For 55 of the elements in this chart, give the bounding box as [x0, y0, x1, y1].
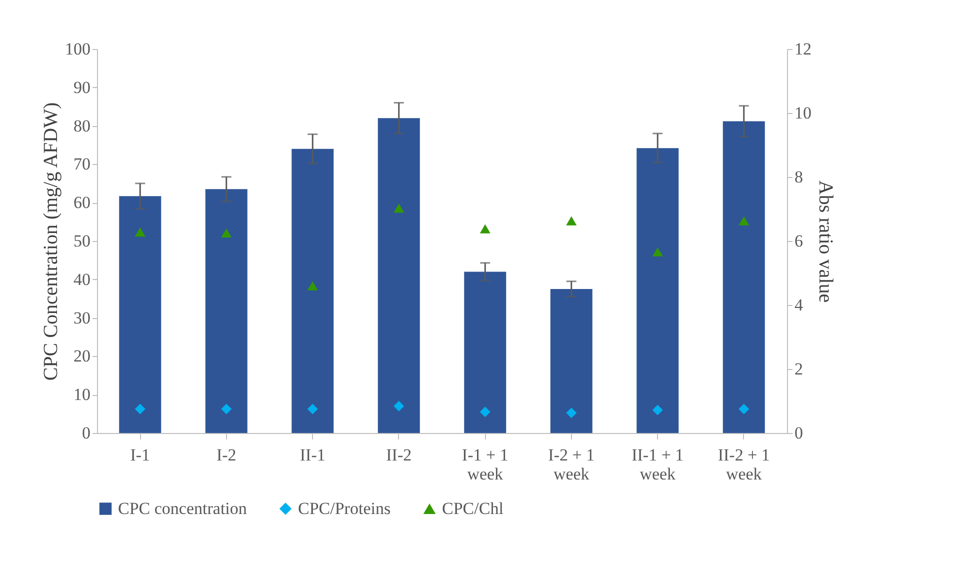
y2-axis-title: Abs ratio value — [814, 180, 836, 303]
y-tick-label: 80 — [74, 116, 90, 136]
x-tick-label: II-1 — [300, 446, 326, 464]
legend-label: CPC/Chl — [442, 498, 504, 518]
y2-tick-label: 0 — [794, 424, 803, 442]
legend-label: CPC concentration — [118, 498, 248, 518]
y-tick-label: 0 — [82, 424, 90, 442]
y-tick-label: 70 — [74, 154, 90, 174]
point — [307, 404, 318, 414]
y2-tick-label: 8 — [794, 168, 803, 186]
y2-tick-label: 2 — [794, 360, 803, 378]
y-tick-label: 100 — [65, 40, 90, 58]
point — [480, 406, 490, 418]
bar — [722, 121, 765, 433]
y2-tick-label: 6 — [794, 232, 803, 250]
x-tick-label: I-2 + 1 week — [548, 446, 595, 484]
point — [566, 216, 577, 226]
y-tick-label: 60 — [74, 193, 90, 212]
bar — [292, 148, 334, 433]
y-tick-label: 20 — [74, 346, 90, 366]
bar — [550, 289, 592, 433]
point — [738, 216, 750, 226]
bar — [119, 196, 162, 433]
point — [221, 404, 232, 414]
point — [134, 404, 146, 414]
y-tick-label: 40 — [74, 270, 90, 289]
x-tick-label: II-2 — [386, 446, 412, 464]
point — [566, 408, 577, 418]
y-tick-label: 30 — [74, 308, 90, 328]
bar — [205, 189, 248, 433]
point — [394, 204, 404, 213]
point — [652, 404, 663, 416]
point — [394, 400, 404, 412]
legend-label: CPC/Proteins — [298, 498, 391, 518]
x-tick-label: II-2 + 1 week — [718, 446, 770, 484]
y2-tick-label: 10 — [794, 104, 812, 122]
y2-tick-label: 12 — [794, 40, 812, 58]
point — [738, 404, 750, 414]
point — [652, 247, 663, 256]
x-tick-label: II-1 + 1 week — [632, 446, 684, 484]
y2-tick-label: 4 — [794, 296, 804, 314]
bar — [378, 118, 420, 433]
y-tick-label: 10 — [74, 385, 90, 404]
point — [480, 224, 490, 234]
x-tick-label: I-2 — [216, 446, 236, 464]
bar — [464, 272, 506, 433]
x-tick-label: I-1 + 1 week — [462, 446, 508, 484]
y-axis-title: CPC Concentration (mg/g AFDW) — [40, 102, 62, 381]
y-tick-label: 50 — [74, 232, 90, 250]
x-tick-label: I-1 — [130, 446, 150, 464]
y-tick-label: 90 — [74, 78, 90, 97]
point — [307, 281, 318, 290]
point — [221, 228, 232, 238]
point — [134, 228, 146, 237]
bar — [636, 148, 679, 433]
